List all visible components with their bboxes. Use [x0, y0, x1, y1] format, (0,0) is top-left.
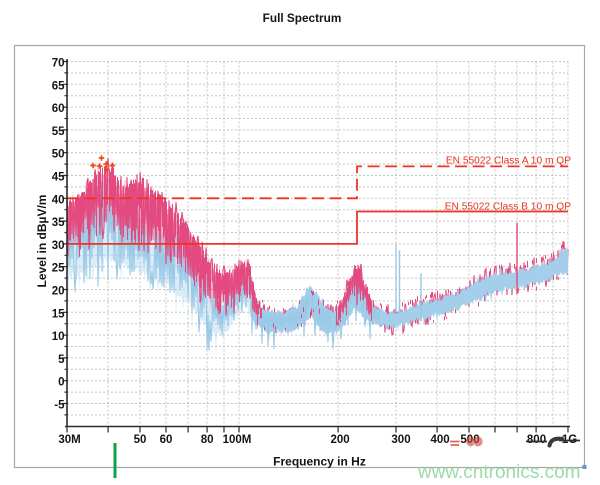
svg-text:60: 60 — [52, 103, 65, 115]
svg-text:35: 35 — [52, 217, 65, 229]
svg-text:20: 20 — [52, 286, 65, 298]
svg-text:Full Spectrum: Full Spectrum — [263, 11, 342, 25]
svg-text:800: 800 — [527, 434, 546, 446]
svg-text:Level in dBµV/m: Level in dBµV/m — [35, 195, 49, 288]
svg-text:45: 45 — [52, 172, 65, 184]
svg-text:0: 0 — [58, 377, 64, 389]
svg-text:5: 5 — [58, 354, 65, 366]
svg-text:100M: 100M — [223, 434, 252, 446]
svg-text:EN 55022 Class A 10 m QP: EN 55022 Class A 10 m QP — [446, 156, 571, 167]
svg-text:60: 60 — [160, 434, 173, 446]
svg-text:15: 15 — [52, 308, 65, 320]
svg-text:50: 50 — [134, 434, 147, 446]
svg-text:400: 400 — [431, 434, 450, 446]
svg-text:30M: 30M — [58, 434, 80, 446]
svg-text:www.cntronics.com: www.cntronics.com — [417, 462, 581, 483]
svg-text:-5: -5 — [54, 400, 65, 412]
svg-text:25: 25 — [52, 263, 65, 275]
svg-text:70: 70 — [52, 58, 65, 70]
svg-text:200: 200 — [331, 434, 350, 446]
svg-text:30: 30 — [52, 240, 65, 252]
svg-text:50: 50 — [52, 149, 65, 161]
svg-text:300: 300 — [391, 434, 410, 446]
svg-text:Frequency in Hz: Frequency in Hz — [273, 455, 366, 469]
svg-text:40: 40 — [52, 194, 65, 206]
svg-text:65: 65 — [52, 80, 65, 92]
svg-text:10: 10 — [52, 331, 65, 343]
svg-text:55: 55 — [52, 126, 65, 138]
svg-text:EN 55022 Class B 10 m QP: EN 55022 Class B 10 m QP — [445, 202, 571, 213]
svg-text:80: 80 — [201, 434, 214, 446]
